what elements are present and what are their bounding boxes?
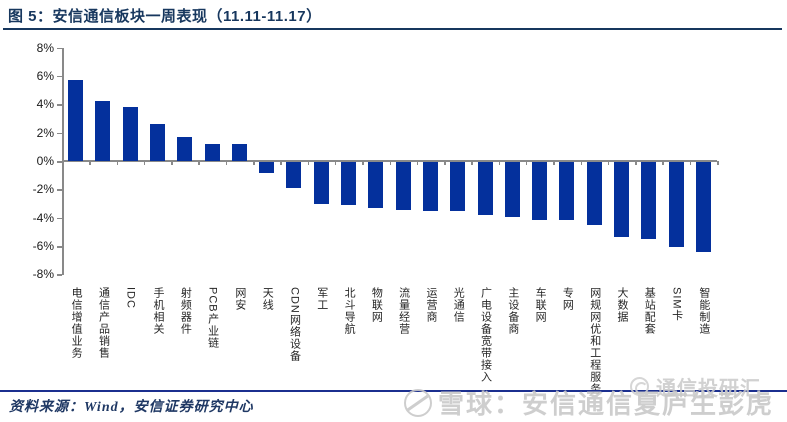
figure-title: 图 5：安信通信板块一周表现（11.11-11.17） bbox=[8, 8, 322, 25]
bar bbox=[204, 143, 220, 161]
x-category-label: 光通信 bbox=[452, 287, 465, 323]
y-tick bbox=[57, 75, 62, 78]
bar bbox=[177, 136, 193, 161]
x-tick bbox=[607, 161, 610, 165]
bar bbox=[395, 161, 411, 210]
bar bbox=[477, 161, 493, 216]
x-category-label: 物联网 bbox=[370, 287, 383, 323]
x-tick bbox=[362, 161, 364, 165]
bar bbox=[504, 161, 520, 217]
x-tick bbox=[498, 161, 501, 165]
zero-axis-line bbox=[62, 160, 717, 162]
x-category-label: 网规网优和工程服务 bbox=[588, 287, 601, 395]
x-category-label: 大数据 bbox=[615, 287, 628, 323]
source-note: 资料来源：Wind，安信证券研究中心 bbox=[9, 400, 254, 415]
bar bbox=[641, 161, 657, 240]
bar bbox=[668, 161, 684, 247]
y-tick bbox=[57, 274, 62, 276]
x-tick bbox=[280, 161, 282, 165]
y-tick bbox=[57, 161, 62, 163]
bar bbox=[68, 80, 84, 161]
y-tick-label: 8% bbox=[36, 40, 54, 55]
x-tick bbox=[389, 161, 391, 165]
x-tick bbox=[225, 161, 228, 165]
x-tick bbox=[307, 161, 310, 165]
bar bbox=[422, 161, 438, 212]
x-tick bbox=[525, 161, 528, 165]
y-tick bbox=[57, 246, 62, 248]
x-tick bbox=[689, 161, 692, 165]
y-tick bbox=[57, 104, 62, 106]
x-tick bbox=[198, 161, 200, 165]
bar bbox=[313, 161, 329, 204]
y-tick-label: -8% bbox=[32, 267, 54, 282]
x-category-label: 天线 bbox=[261, 287, 274, 311]
bar bbox=[695, 161, 711, 253]
y-tick bbox=[57, 217, 62, 220]
y-tick-label: 0% bbox=[36, 154, 54, 168]
x-category-label: 车联网 bbox=[534, 287, 547, 323]
footer-divider bbox=[0, 390, 787, 392]
x-category-label: 专网 bbox=[561, 287, 574, 311]
x-tick bbox=[580, 161, 583, 165]
bar bbox=[259, 161, 275, 173]
bar bbox=[231, 143, 247, 161]
bar bbox=[559, 161, 575, 220]
x-category-label: 流量经营 bbox=[397, 287, 410, 335]
x-tick bbox=[253, 161, 255, 165]
x-tick bbox=[89, 161, 91, 165]
y-tick-label: 6% bbox=[36, 68, 54, 83]
x-category-label: SIM卡 bbox=[670, 287, 683, 322]
x-category-label: 通信产品销售 bbox=[97, 287, 110, 359]
x-tick bbox=[471, 161, 473, 165]
x-tick bbox=[553, 161, 555, 165]
x-category-label: 电信增值业务 bbox=[70, 287, 83, 359]
x-category-label: 手机相关 bbox=[152, 287, 165, 335]
bar bbox=[150, 124, 166, 161]
x-category-label: 运营商 bbox=[424, 287, 437, 323]
bar bbox=[341, 161, 357, 206]
bar bbox=[586, 161, 602, 226]
x-tick bbox=[116, 161, 119, 165]
x-tick bbox=[171, 161, 173, 165]
bar bbox=[613, 161, 629, 237]
bar bbox=[286, 161, 302, 189]
x-category-label: 军工 bbox=[315, 287, 328, 311]
x-category-label: PCB产业链 bbox=[206, 287, 219, 349]
x-category-label: 智能制造 bbox=[697, 287, 710, 335]
x-tick bbox=[416, 161, 419, 165]
x-tick bbox=[334, 161, 337, 165]
x-category-label: 北斗导航 bbox=[343, 287, 356, 335]
x-tick bbox=[143, 161, 146, 165]
x-category-label: 射频器件 bbox=[179, 287, 192, 335]
x-category-label: 主设备商 bbox=[506, 287, 519, 335]
y-tick bbox=[57, 189, 62, 191]
y-tick-label: 2% bbox=[36, 125, 54, 140]
x-tick bbox=[662, 161, 664, 165]
bar bbox=[532, 161, 548, 220]
x-category-label: 基站配套 bbox=[643, 287, 656, 335]
x-category-label: CDN网络设备 bbox=[288, 287, 301, 362]
x-tick bbox=[62, 161, 64, 165]
y-tick-label: -4% bbox=[32, 210, 54, 225]
x-category-label: 网安 bbox=[233, 287, 246, 311]
y-tick-label: 4% bbox=[36, 97, 54, 112]
x-category-label: IDC bbox=[124, 287, 137, 309]
x-tick bbox=[635, 161, 637, 165]
y-tick bbox=[57, 47, 62, 50]
x-tick bbox=[444, 161, 446, 165]
bar bbox=[368, 161, 384, 209]
bar bbox=[122, 107, 138, 161]
y-tick-label: -6% bbox=[32, 239, 54, 254]
y-tick bbox=[57, 132, 62, 135]
bar bbox=[95, 101, 111, 161]
title-divider bbox=[3, 28, 782, 30]
x-category-label: 广电设备宽带接入 bbox=[479, 287, 492, 383]
y-tick-label: -2% bbox=[32, 182, 54, 197]
x-tick bbox=[717, 161, 719, 165]
bar bbox=[450, 161, 466, 212]
